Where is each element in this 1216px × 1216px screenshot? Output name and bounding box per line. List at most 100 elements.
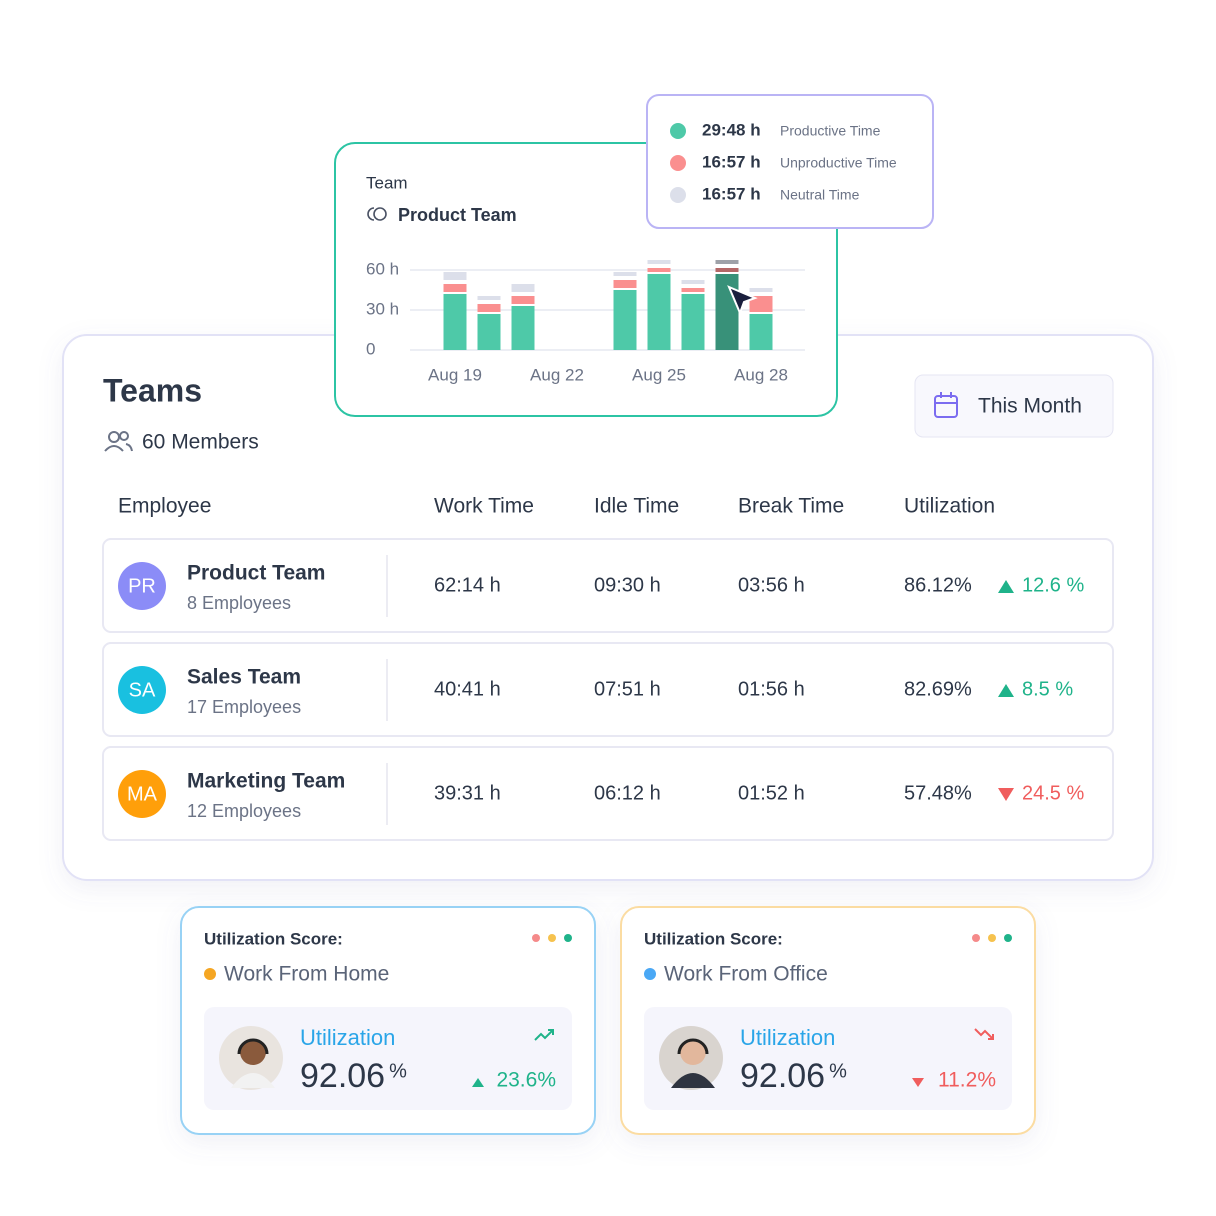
avatar-body: [231, 1073, 275, 1088]
menu-dot[interactable]: [564, 934, 572, 942]
bar-segment: [443, 272, 467, 280]
team-row[interactable]: [102, 746, 1114, 841]
column-header: Work Time: [434, 495, 534, 518]
trend-triangle: [998, 788, 1014, 801]
chart-card-label: Team: [366, 173, 408, 192]
y-tick-label: 0: [366, 339, 375, 358]
column-header: Utilization: [904, 495, 995, 518]
team-name: Sales Team: [187, 666, 301, 689]
team-employees: 12 Employees: [187, 801, 301, 821]
bar-segment: [681, 288, 705, 292]
avatar-initials: PR: [128, 575, 156, 597]
column-header: Idle Time: [594, 495, 679, 518]
bar-segment: [647, 260, 671, 264]
score-unit: %: [389, 1060, 407, 1082]
score-change: 23.6%: [496, 1069, 556, 1092]
break-time: 01:52 h: [738, 782, 805, 804]
location: Work From Office: [664, 963, 828, 986]
bar-segment: [749, 296, 773, 312]
calendar-icon: [934, 392, 958, 418]
team-row[interactable]: [102, 538, 1114, 633]
team-employees: 8 Employees: [187, 593, 291, 613]
legend-dot: [670, 123, 686, 139]
location: Work From Home: [224, 963, 389, 986]
members-icon: [104, 431, 133, 452]
work-time: 40:41 h: [434, 678, 501, 700]
period-label[interactable]: This Month: [978, 395, 1082, 418]
avatar-initials: SA: [129, 679, 156, 701]
break-time: 01:56 h: [738, 678, 805, 700]
score-unit: %: [829, 1060, 847, 1082]
bar-segment: [477, 314, 501, 350]
period-button-bg[interactable]: [914, 374, 1114, 438]
trend-icon: [974, 1028, 994, 1040]
x-tick-label: Aug 25: [632, 365, 686, 384]
score-metric: Utilization: [300, 1025, 395, 1050]
x-tick-label: Aug 28: [734, 365, 788, 384]
score-title: Utilization Score:: [204, 929, 343, 948]
bar-segment: [477, 296, 501, 300]
bar-segment: [715, 260, 739, 264]
menu-dot[interactable]: [972, 934, 980, 942]
x-tick-label: Aug 19: [428, 365, 482, 384]
column-header: Employee: [118, 495, 211, 518]
bar-segment: [511, 306, 535, 350]
change-triangle: [472, 1078, 484, 1087]
idle-time: 07:51 h: [594, 678, 661, 700]
bar-segment: [749, 314, 773, 350]
y-tick-label: 60 h: [366, 259, 399, 278]
team-name: Product Team: [187, 562, 325, 585]
team-icon: [367, 207, 387, 221]
bar-segment: [443, 294, 467, 350]
work-time: 39:31 h: [434, 782, 501, 804]
team-name: Marketing Team: [187, 770, 345, 793]
trend-triangle: [998, 580, 1014, 593]
utilization-change: 8.5 %: [1022, 678, 1073, 700]
period-button[interactable]: This Month: [914, 374, 1114, 438]
bar-segment: [477, 304, 501, 312]
work-time: 62:14 h: [434, 574, 501, 596]
tooltip-value: 29:48 h: [702, 120, 761, 139]
score-metric: Utilization: [740, 1025, 835, 1050]
bar-segment: [613, 272, 637, 276]
utilization-change: 12.6 %: [1022, 574, 1084, 596]
team-employees: 17 Employees: [187, 697, 301, 717]
utilization: 57.48%: [904, 782, 972, 804]
idle-time: 09:30 h: [594, 574, 661, 596]
tooltip-value: 16:57 h: [702, 152, 761, 171]
trend-icon: [534, 1029, 554, 1041]
avatar: [118, 666, 166, 714]
menu-dot[interactable]: [548, 934, 556, 942]
utilization-change: 24.5 %: [1022, 782, 1084, 804]
avatar-body: [671, 1073, 715, 1088]
score-inner: [644, 1007, 1012, 1110]
utilization: 86.12%: [904, 574, 972, 596]
avatar-headset: [237, 1038, 269, 1055]
bar-segment: [681, 280, 705, 284]
bar-segment: [715, 268, 739, 272]
bar-segment: [681, 294, 705, 350]
menu-dot[interactable]: [532, 934, 540, 942]
trend-triangle: [998, 684, 1014, 697]
avatar: [118, 770, 166, 818]
bar-segment: [647, 268, 671, 272]
members-count: 60 Members: [142, 431, 259, 454]
avatar-initials: MA: [127, 783, 158, 805]
bar-segment: [715, 274, 739, 350]
bar-segment: [511, 296, 535, 304]
bar-segment: [443, 284, 467, 292]
score-value: 92.06: [300, 1057, 385, 1095]
team-row[interactable]: [102, 642, 1114, 737]
avatar: [118, 562, 166, 610]
location-dot: [644, 968, 656, 980]
change-triangle: [912, 1078, 924, 1087]
chart-card-team: Product Team: [398, 205, 517, 225]
menu-dot[interactable]: [988, 934, 996, 942]
legend-label: Unproductive Time: [780, 155, 897, 171]
bar-segment: [647, 274, 671, 350]
menu-dot[interactable]: [1004, 934, 1012, 942]
bar-segment: [749, 288, 773, 292]
utilization: 82.69%: [904, 678, 972, 700]
avatar-headset: [677, 1038, 709, 1055]
